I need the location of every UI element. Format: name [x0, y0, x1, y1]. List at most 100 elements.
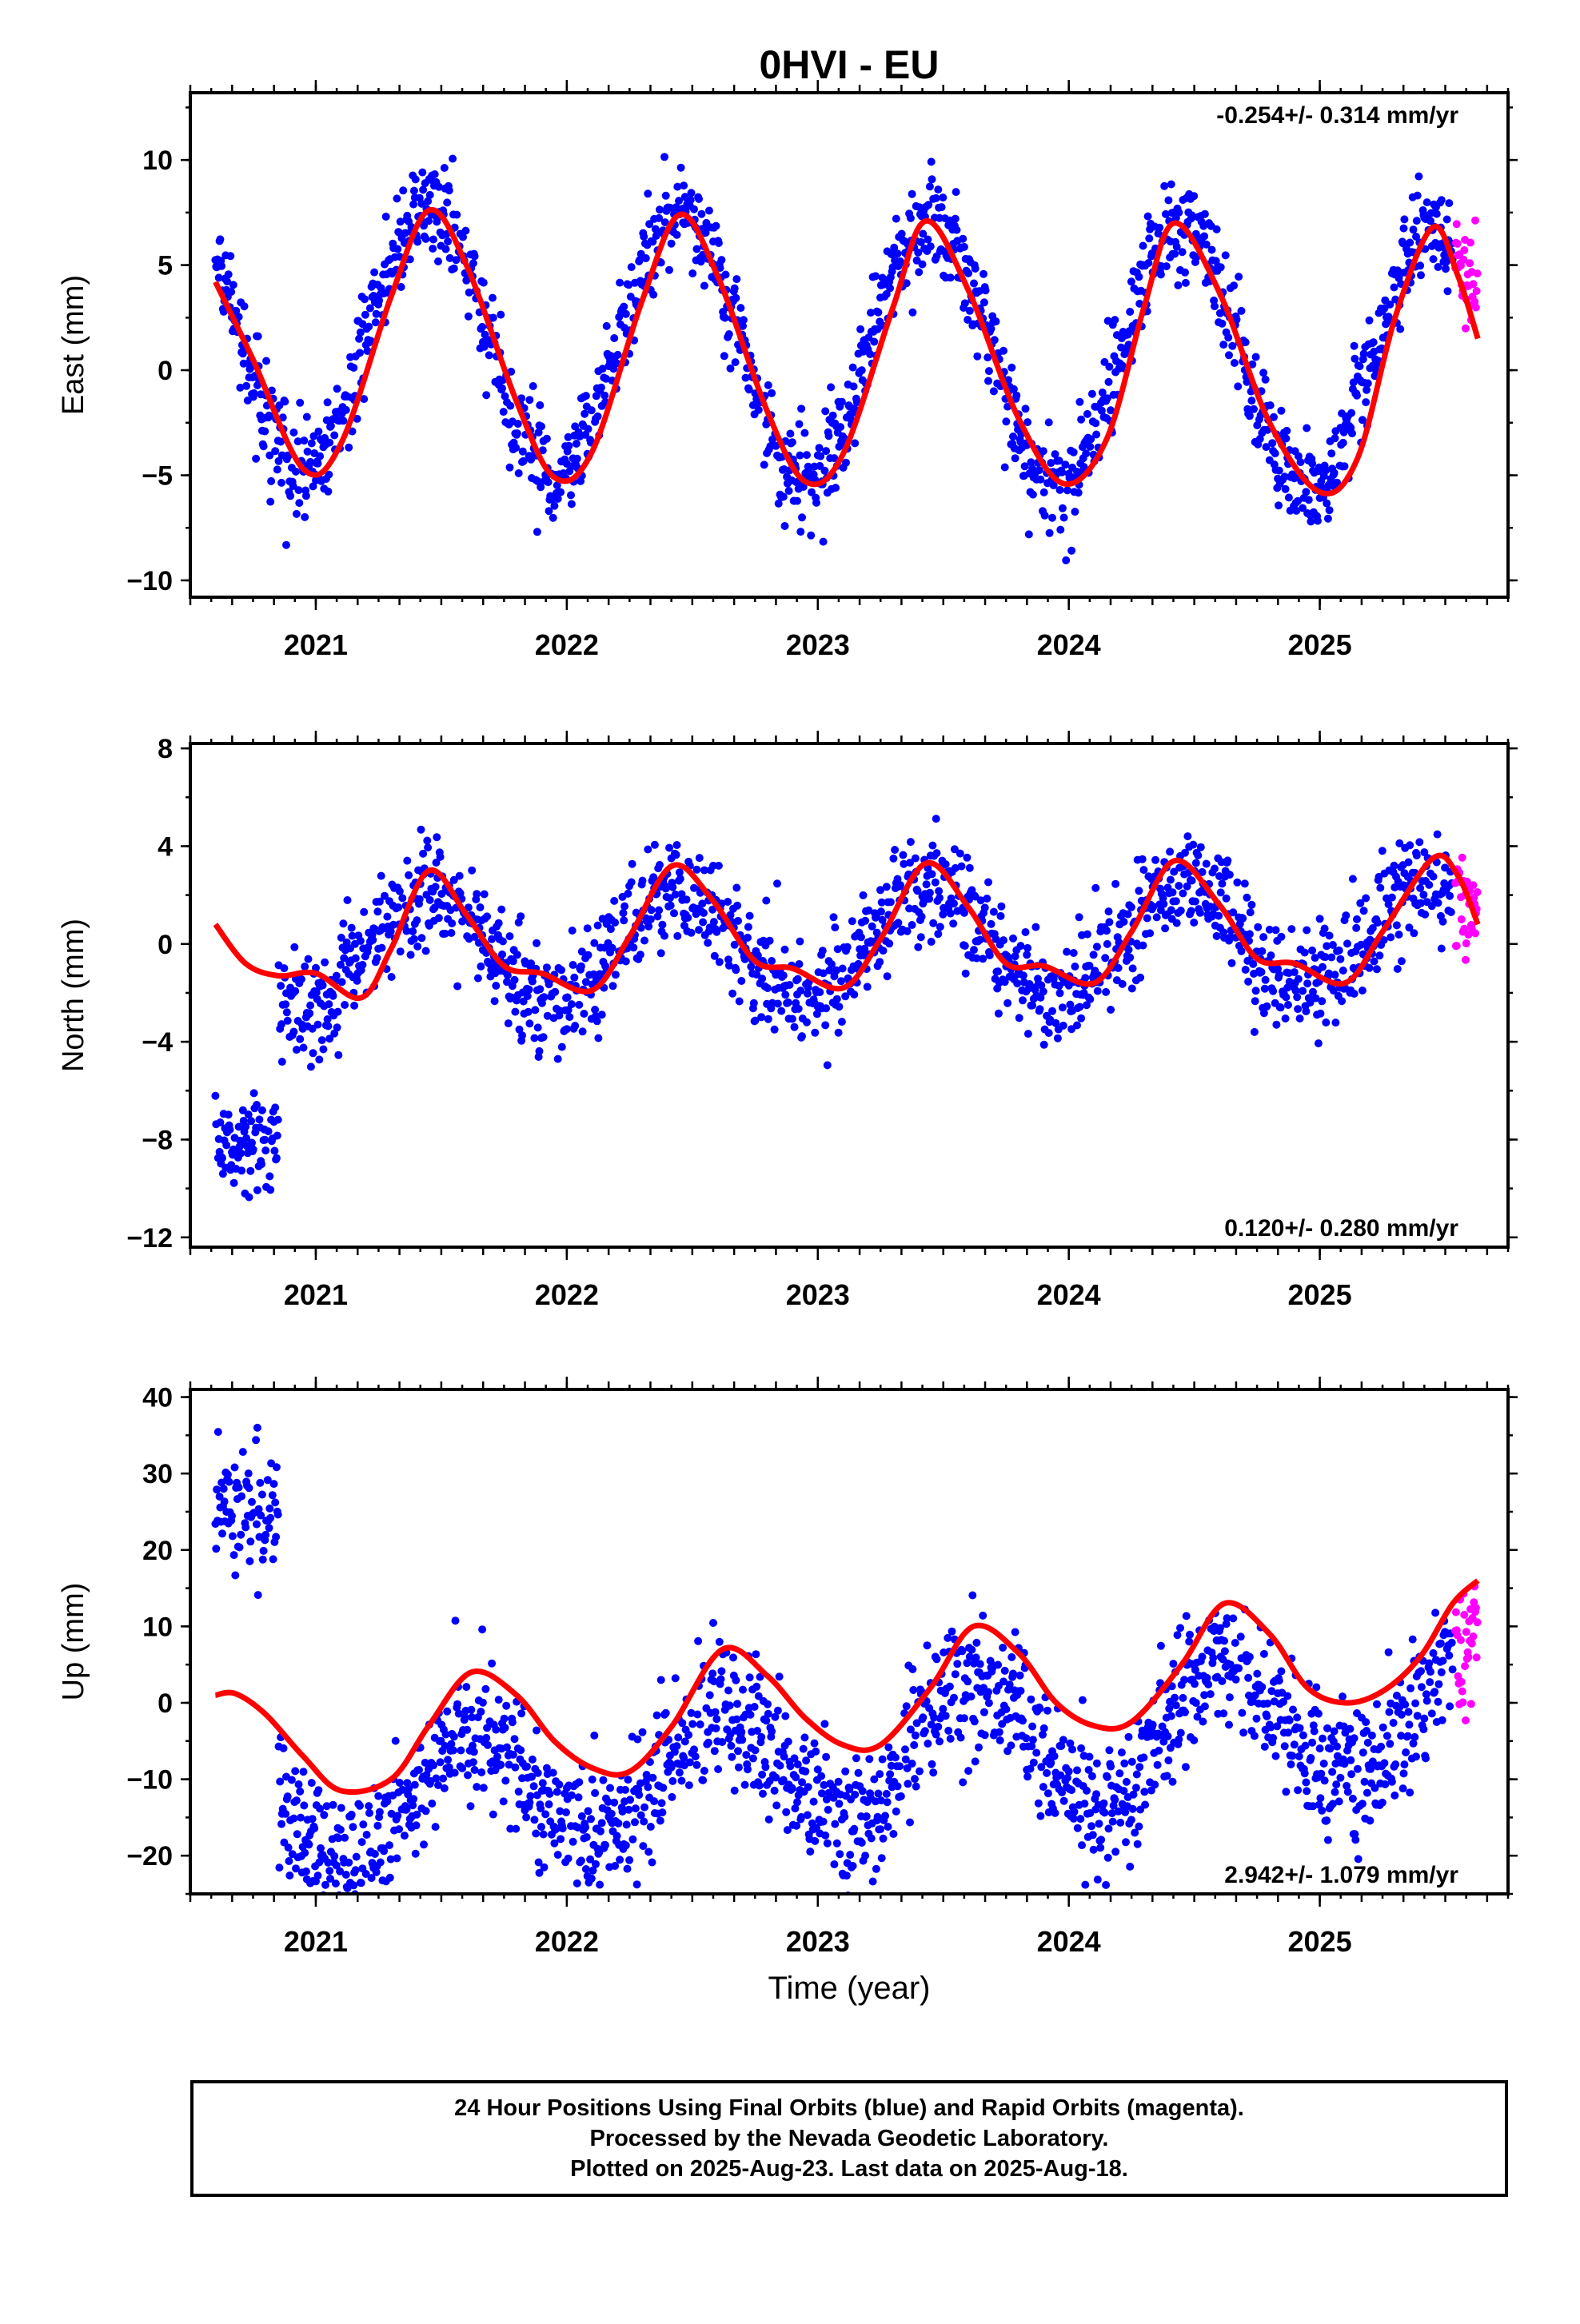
data-point [774, 1707, 782, 1715]
data-point [1261, 1743, 1269, 1751]
data-point [655, 907, 663, 915]
data-point [960, 243, 968, 251]
data-point [281, 1000, 289, 1008]
data-point [500, 1797, 508, 1805]
data-point [272, 1533, 280, 1541]
data-point [971, 1717, 979, 1725]
data-point [481, 1685, 489, 1693]
data-point [1181, 1708, 1189, 1716]
data-point [872, 1865, 880, 1873]
data-point [835, 1029, 843, 1037]
data-point [1040, 1724, 1048, 1732]
y-tick-label: 8 [158, 734, 173, 764]
data-point [1213, 225, 1221, 233]
data-point [704, 939, 712, 947]
data-point [788, 438, 796, 446]
data-point [333, 972, 341, 980]
data-point [1120, 1760, 1128, 1768]
data-point [573, 440, 581, 448]
data-point [608, 1810, 616, 1818]
data-point [265, 1505, 273, 1513]
data-point [649, 291, 657, 299]
data-point [1125, 946, 1133, 954]
data-point [1155, 224, 1163, 232]
data-point [295, 486, 303, 494]
data-point [393, 1855, 401, 1863]
data-point [265, 1127, 273, 1135]
data-point [512, 1825, 520, 1833]
data-point [633, 1736, 641, 1744]
data-point [718, 1738, 726, 1746]
data-point [990, 908, 998, 916]
data-point [917, 933, 925, 941]
data-point [295, 499, 303, 507]
data-point [293, 1796, 301, 1804]
x-tick-label: 2025 [1288, 1278, 1352, 1311]
data-point [1062, 556, 1070, 564]
data-point [433, 833, 441, 841]
data-point [1258, 947, 1266, 955]
data-point [620, 303, 628, 311]
data-point [1406, 841, 1414, 849]
data-point [1132, 1784, 1140, 1792]
data-point [568, 1000, 576, 1008]
data-point [804, 1783, 812, 1791]
data-point [1039, 447, 1047, 455]
data-point [880, 1835, 888, 1843]
data-point [732, 884, 740, 892]
data-point [1105, 918, 1113, 926]
data-point [1366, 317, 1374, 325]
data-point [361, 1896, 369, 1904]
data-point [341, 1902, 349, 1910]
data-point [894, 919, 902, 927]
data-point [927, 242, 935, 250]
data-point [1139, 242, 1147, 250]
data-point [1107, 1006, 1115, 1014]
data-point [1190, 919, 1198, 927]
data-point [1088, 1772, 1096, 1780]
x-tick-label: 2022 [535, 1278, 599, 1311]
data-point [514, 420, 522, 428]
data-point [958, 1647, 966, 1655]
data-point [836, 423, 844, 431]
data-point [482, 1734, 490, 1742]
data-point [356, 1802, 364, 1810]
data-point [716, 1638, 724, 1646]
data-point [798, 513, 806, 521]
data-point [501, 1715, 509, 1723]
data-point [1029, 491, 1037, 499]
data-point [1118, 1748, 1126, 1756]
data-point [533, 939, 541, 947]
data-point [1308, 460, 1316, 468]
data-point [672, 851, 680, 859]
data-point [228, 1512, 236, 1520]
data-point [674, 1733, 682, 1741]
data-point [647, 915, 655, 923]
data-point [899, 851, 907, 859]
data-point [370, 269, 378, 277]
data-point [501, 1724, 509, 1732]
data-point [1036, 1704, 1044, 1712]
data-point [694, 1637, 702, 1645]
data-point [936, 894, 944, 902]
data-point [431, 170, 439, 178]
data-point [413, 238, 421, 246]
data-point [1063, 486, 1071, 494]
data-point [396, 1779, 404, 1787]
data-point [851, 439, 859, 447]
data-point [1246, 412, 1254, 420]
data-point [403, 857, 411, 865]
data-point [293, 1830, 301, 1838]
data-point [840, 1813, 848, 1821]
data-point [545, 1800, 553, 1808]
data-point [575, 1001, 583, 1009]
data-point [567, 491, 575, 499]
data-point [464, 1772, 472, 1780]
data-point [380, 1847, 388, 1855]
data-point [1183, 1612, 1191, 1620]
data-point [1284, 1728, 1292, 1736]
data-point [1046, 529, 1054, 537]
data-point [314, 1021, 322, 1029]
data-point [1071, 963, 1079, 971]
data-point [1135, 887, 1143, 895]
